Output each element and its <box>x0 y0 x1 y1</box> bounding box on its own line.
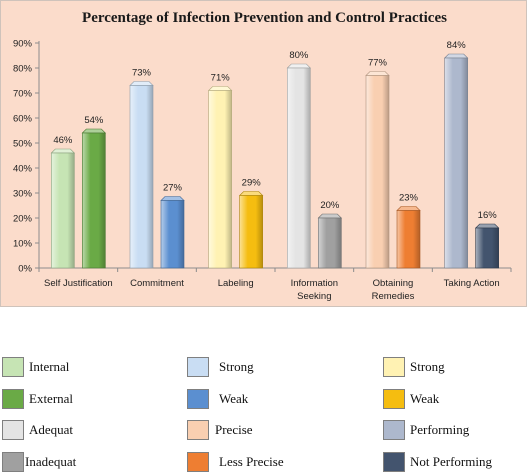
legend-label: Internal <box>29 359 70 374</box>
y-tick-label: 90% <box>13 39 33 50</box>
bar <box>82 132 106 269</box>
category-label: Remedies <box>372 291 415 302</box>
bar-top <box>238 191 264 196</box>
y-tick-label: 0% <box>18 264 32 275</box>
legend-swatch <box>187 452 209 472</box>
data-label: 71% <box>211 73 231 84</box>
bar <box>318 217 342 269</box>
y-tick-label: 50% <box>13 139 33 150</box>
legend-swatch <box>2 357 24 377</box>
y-tick-label: 60% <box>13 114 33 125</box>
category-label: Taking Action <box>444 278 500 289</box>
bar <box>444 57 468 269</box>
bar <box>475 227 499 269</box>
bar <box>239 195 263 269</box>
bar <box>396 210 421 269</box>
bar-top <box>443 53 469 59</box>
data-label: 73% <box>132 68 152 79</box>
bar-chart: 0% 10% 20% 30% 40% 50% 60% 70% 80% 90% 46% 54% Self … <box>13 39 512 302</box>
bar <box>129 85 154 269</box>
legend-swatch <box>2 452 24 472</box>
legend-label: Inadequat <box>25 454 77 469</box>
y-tick-label: 40% <box>13 164 33 175</box>
legend-swatch <box>187 420 209 440</box>
y-tick-label: 80% <box>13 64 33 75</box>
legend-label: Weak <box>219 391 249 406</box>
bar <box>365 75 390 269</box>
bar-top <box>474 223 500 229</box>
legend-swatch <box>187 389 209 409</box>
data-label: 54% <box>84 115 104 126</box>
data-label: 80% <box>289 50 309 61</box>
category-label: Commitment <box>130 278 184 289</box>
legend-label: Adequat <box>29 422 74 437</box>
data-label: 77% <box>368 58 388 69</box>
bar <box>160 200 185 269</box>
chart-area: Percentage of Infection Prevention and C… <box>0 0 527 307</box>
legend: Internal Strong Strong External Weak Weak Adeq… <box>0 307 529 473</box>
bar <box>51 152 75 269</box>
bar <box>287 67 311 269</box>
legend-swatch <box>187 357 209 377</box>
legend-swatch <box>2 389 24 409</box>
bar-top <box>160 196 185 201</box>
legend-label: Performing <box>410 422 470 437</box>
data-label: 23% <box>399 193 419 204</box>
data-label: 29% <box>242 178 262 189</box>
legend-label: Precise <box>215 422 253 437</box>
y-tick-label: 70% <box>13 89 33 100</box>
data-label: 84% <box>447 40 467 51</box>
category-label: Obtaining <box>373 278 414 289</box>
legend-label: Strong <box>410 359 445 374</box>
legend-swatch <box>383 357 405 377</box>
legend-label: Less Precise <box>219 454 284 469</box>
bar-top <box>50 148 76 154</box>
data-label: 20% <box>320 200 340 211</box>
chart-title: Percentage of Infection Prevention and C… <box>82 10 447 26</box>
data-label: 27% <box>163 183 183 194</box>
bar-top <box>317 213 343 219</box>
data-label: 16% <box>478 210 498 221</box>
category-label: Labeling <box>218 278 254 289</box>
y-tick-label: 30% <box>13 189 33 200</box>
bar <box>208 90 232 269</box>
legend-label: External <box>29 391 74 406</box>
data-label: 46% <box>53 135 73 146</box>
y-tick-label: 10% <box>13 239 33 250</box>
legend-swatch <box>383 389 405 409</box>
bar-top <box>286 63 312 69</box>
legend-swatch <box>2 420 24 440</box>
bar-top <box>81 128 107 134</box>
legend-label: Not Performing <box>410 454 492 469</box>
legend-label: Strong <box>219 359 254 374</box>
bar-top <box>396 206 421 211</box>
category-label: Information <box>291 278 339 289</box>
category-label: Seeking <box>297 291 331 302</box>
legend-swatch <box>383 452 405 472</box>
bar-top <box>365 71 390 76</box>
bar-top <box>207 86 233 91</box>
category-label: Self Justification <box>44 278 113 289</box>
legend-label: Weak <box>410 391 440 406</box>
legend-swatch <box>383 420 405 440</box>
y-tick-label: 20% <box>13 214 33 225</box>
bar-top <box>129 81 154 86</box>
